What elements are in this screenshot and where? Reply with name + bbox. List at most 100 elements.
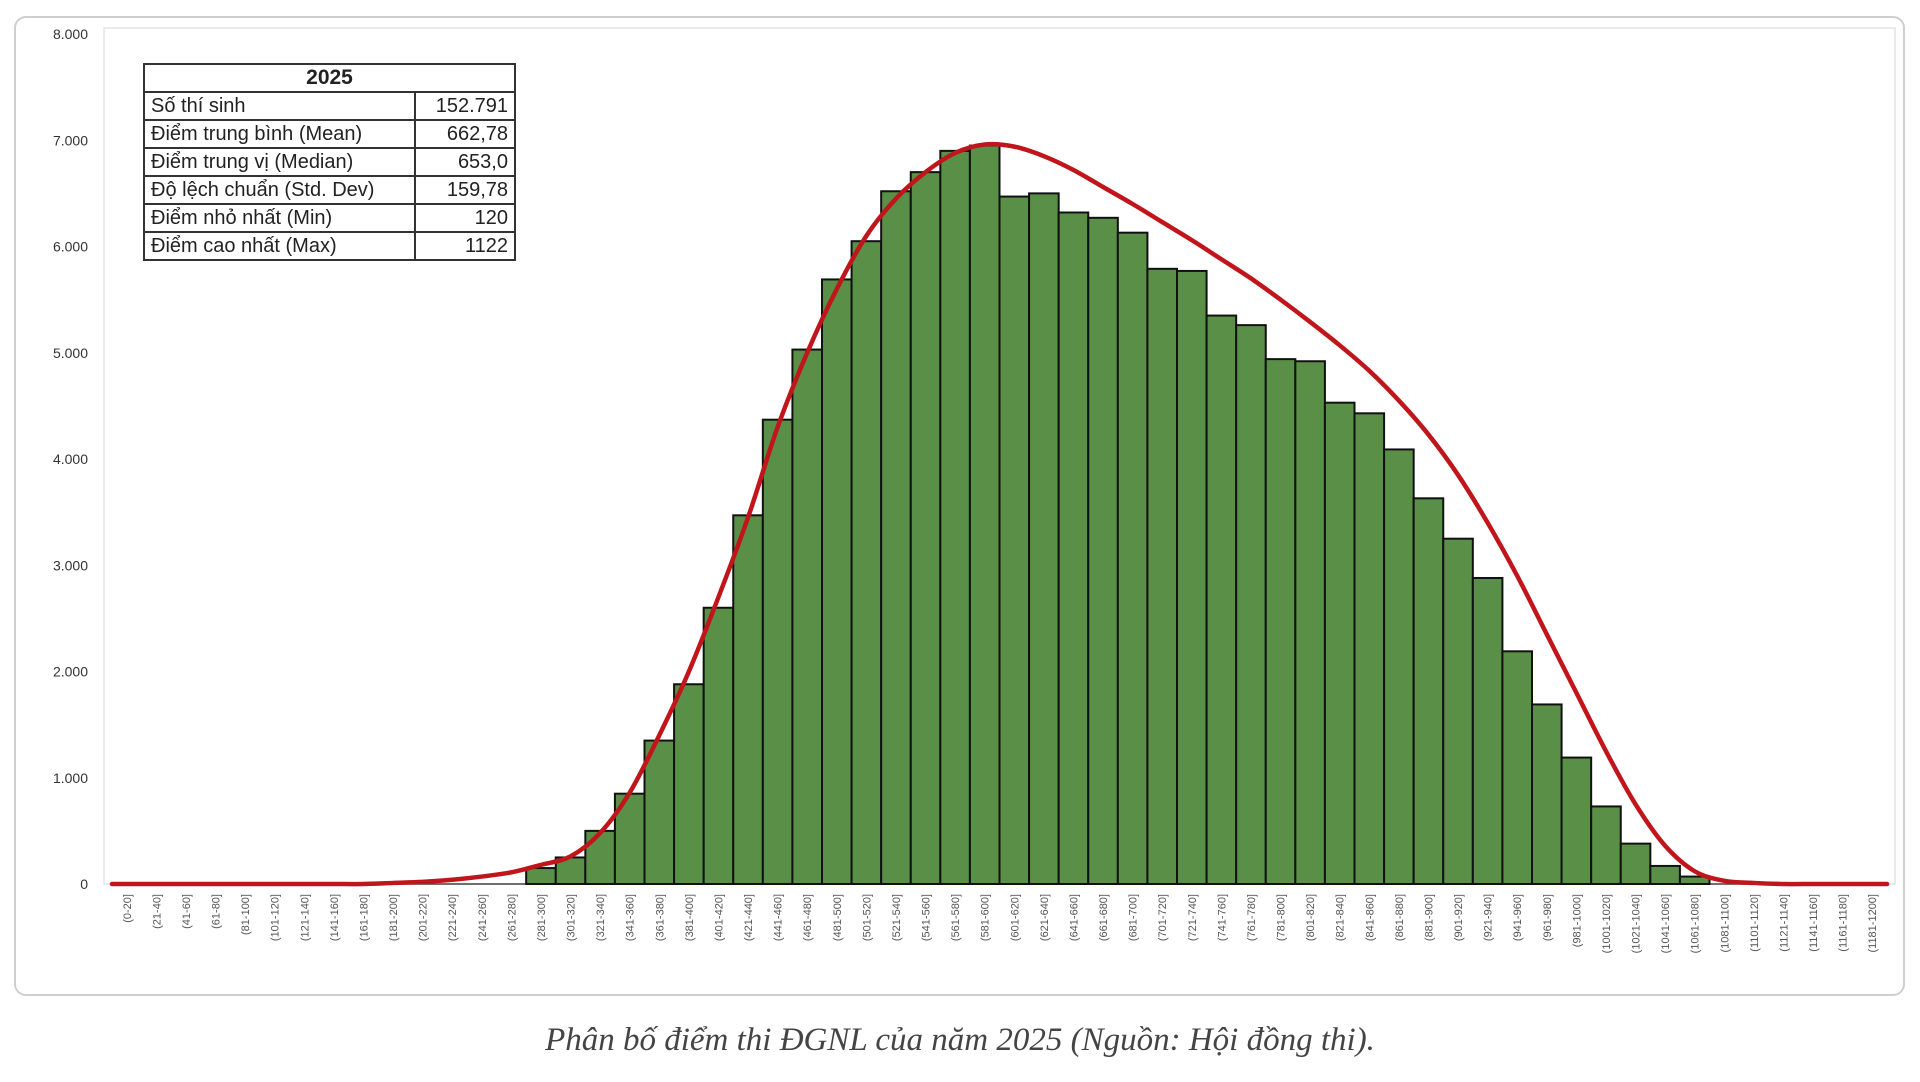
histogram-bar [880, 190, 912, 885]
x-tick-label: (721-740] [1187, 894, 1199, 941]
x-tick-label: (381-400] [684, 894, 696, 941]
histogram-bar [1412, 497, 1445, 885]
x-tick-label: (301-320] [566, 894, 578, 941]
x-tick-label: (201-220] [418, 894, 430, 941]
histogram-bar [1678, 875, 1711, 885]
x-tick-label: (1041-1060] [1660, 894, 1672, 953]
x-tick-label: (981-1000] [1571, 894, 1583, 947]
x-axis: (0-20] (21-40] (41-60] (61-80] (81-100] (101-… [122, 894, 1879, 953]
x-tick-label: (181-200] [388, 894, 400, 941]
histogram-bar [1205, 314, 1238, 885]
histogram-bar [1560, 756, 1593, 885]
histogram-bar [1235, 324, 1267, 885]
histogram-bar [1501, 650, 1533, 885]
y-tick-label: 4.000 [53, 451, 88, 467]
x-tick-label: (101-120] [270, 894, 282, 941]
histogram-bar [821, 278, 853, 885]
y-tick-label: 2.000 [53, 664, 88, 680]
x-tick-label: (561-580] [950, 894, 962, 941]
x-tick-label: (541-560] [921, 894, 933, 941]
score-histogram: 0 1.000 2.000 3.000 4.000 5.000 6.000 7.000 8.00… [53, 26, 1896, 953]
x-tick-label: (281-300] [536, 894, 548, 941]
x-tick-label: (401-420] [713, 894, 725, 941]
x-tick-label: (941-960] [1512, 894, 1524, 941]
x-tick-label: (821-840] [1335, 894, 1347, 941]
stats-row: Điểm trung bình (Mean) 662,78 [143, 119, 516, 149]
stats-value: 662,78 [414, 119, 516, 149]
stats-year: 2025 [143, 63, 516, 93]
density-curve [109, 141, 1890, 887]
histogram-bar [1323, 401, 1356, 885]
stats-label: Độ lệch chuẩn (Std. Dev) [143, 175, 416, 205]
x-tick-label: (881-900] [1423, 894, 1435, 941]
histogram-bar [702, 606, 735, 885]
histogram-bar [1383, 448, 1415, 885]
x-tick-label: (761-780] [1246, 894, 1258, 941]
histogram-bar [1116, 231, 1149, 885]
histogram-bar [584, 829, 616, 885]
histogram-bar [525, 867, 557, 885]
histogram-bar [1294, 360, 1326, 885]
stats-value: 653,0 [414, 147, 516, 177]
histogram-bar [1619, 842, 1652, 885]
x-tick-label: (161-180] [358, 894, 370, 941]
histogram-bars [525, 144, 1711, 885]
y-tick-label: 5.000 [53, 345, 88, 361]
histogram-bar [968, 144, 1001, 885]
stats-row: Số thí sinh 152.791 [143, 91, 516, 121]
stats-label: Số thí sinh [143, 91, 416, 121]
histogram-bar [1531, 703, 1563, 885]
histogram-bar [1471, 577, 1504, 885]
histogram-bar [1146, 267, 1178, 885]
x-tick-label: (1181-1200] [1867, 894, 1879, 953]
y-tick-label: 3.000 [53, 557, 88, 573]
histogram-bar [1057, 211, 1090, 885]
x-tick-label: (1121-1140] [1778, 894, 1790, 952]
stats-label: Điểm trung vị (Median) [143, 147, 416, 177]
x-tick-label: (61-80] [211, 894, 223, 929]
figure-caption: Phân bố điểm thi ĐGNL của năm 2025 (Nguồ… [545, 1022, 1375, 1058]
histogram-bar [1176, 269, 1208, 885]
y-tick-label: 0 [80, 876, 88, 892]
stats-row: Điểm nhỏ nhất (Min) 120 [143, 203, 516, 233]
y-tick-label: 8.000 [53, 26, 88, 42]
histogram-bar [909, 171, 942, 885]
histogram-bar [1087, 216, 1119, 885]
x-tick-label: (481-500] [832, 894, 844, 941]
x-tick-label: (1001-1020] [1601, 894, 1613, 953]
x-tick-label: (501-520] [861, 894, 873, 941]
x-tick-label: (0-20] [122, 894, 134, 923]
x-tick-label: (1081-1100] [1719, 894, 1731, 953]
x-tick-label: (901-920] [1453, 894, 1465, 941]
stats-row: Độ lệch chuẩn (Std. Dev) 159,78 [143, 175, 516, 205]
x-tick-label: (241-260] [477, 894, 489, 941]
y-tick-label: 1.000 [53, 770, 88, 786]
x-tick-label: (781-800] [1276, 894, 1288, 941]
stats-value: 159,78 [414, 175, 516, 205]
x-tick-label: (141-160] [329, 894, 341, 941]
histogram-bar [791, 348, 824, 885]
x-tick-label: (681-700] [1128, 894, 1140, 941]
x-tick-label: (441-460] [773, 894, 785, 941]
x-tick-label: (81-100] [240, 894, 252, 935]
stats-table: 2025 Số thí sinh 152.791 Điểm trung bình … [143, 63, 516, 261]
x-tick-label: (361-380] [654, 894, 666, 941]
x-tick-label: (341-360] [625, 894, 637, 941]
stats-value: 120 [414, 203, 516, 233]
histogram-bar [643, 739, 676, 885]
x-tick-label: (421-440] [743, 894, 755, 941]
stats-value: 1122 [414, 231, 516, 261]
histogram-bar [1649, 864, 1681, 885]
x-tick-label: (621-640] [1039, 894, 1051, 941]
y-tick-label: 7.000 [53, 132, 88, 148]
x-tick-label: (1161-1180] [1838, 894, 1850, 952]
x-tick-label: (741-760] [1216, 894, 1228, 941]
x-tick-label: (581-600] [980, 894, 992, 941]
x-tick-label: (1101-1120] [1749, 894, 1761, 952]
x-tick-label: (1061-1080] [1690, 894, 1702, 953]
stats-value: 152.791 [414, 91, 516, 121]
histogram-bar [939, 149, 971, 885]
histogram-bar [850, 240, 883, 885]
x-tick-label: (961-980] [1542, 894, 1554, 941]
histogram-bar [1353, 412, 1386, 885]
